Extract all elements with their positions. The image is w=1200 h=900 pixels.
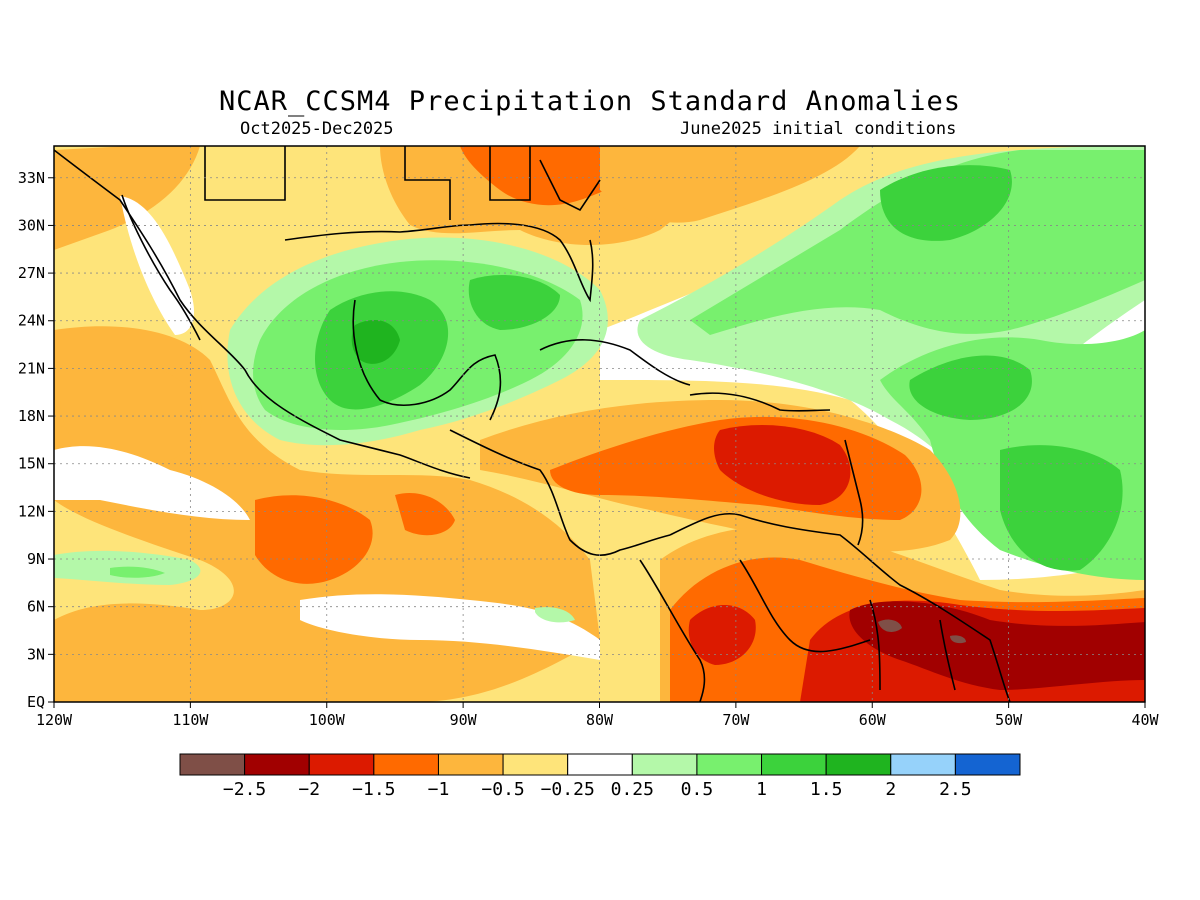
chart-period: Oct2025-Dec2025 xyxy=(240,119,394,139)
colorbar-swatch xyxy=(502,753,569,776)
colorbar-swatch xyxy=(373,753,439,776)
lat-tick-label: 27N xyxy=(18,264,45,282)
hispaniola xyxy=(689,392,831,412)
colorbar-swatch xyxy=(761,753,827,776)
colorbar: −2.5 −2 −1.5 −1 −0.5 −0.25 0.25 0.5 1 1.5 2 2.5 xyxy=(179,753,1021,800)
venezuela-border xyxy=(739,559,871,653)
colorbar-label: −1.5 xyxy=(352,779,395,800)
lat-tick-label: 21N xyxy=(18,359,45,377)
colorbar-swatch xyxy=(308,753,375,776)
lat-tick-label: EQ xyxy=(27,693,45,711)
colorbar-label: 0.25 xyxy=(611,779,654,800)
colorbar-label: −2 xyxy=(298,779,320,800)
lat-tick-label: 6N xyxy=(27,598,45,616)
colorbar-label: 1.5 xyxy=(810,779,843,800)
lon-tick-label: 80W xyxy=(586,711,614,729)
colorbar-swatch xyxy=(890,753,956,776)
lon-tick-label: 120W xyxy=(36,711,73,729)
lon-tick-label: 60W xyxy=(859,711,887,729)
colombia-border xyxy=(639,559,706,702)
lat-tick-label: 12N xyxy=(18,502,45,520)
lon-tick-label: 100W xyxy=(309,711,346,729)
lat-axis: 33N 30N 27N 24N 21N 18N 15N 12N 9N 6N 3N EQ xyxy=(18,169,54,711)
gulf-wet-east xyxy=(468,275,560,330)
grid xyxy=(54,146,1145,702)
pacific-neutral-coast xyxy=(120,196,195,335)
colorbar-label: 2 xyxy=(885,779,896,800)
chart-title: NCAR_CCSM4 Precipitation Standard Anomal… xyxy=(219,86,961,117)
gulf-wet-peak xyxy=(351,320,400,364)
panama-wet xyxy=(535,607,575,623)
lat-tick-label: 15N xyxy=(18,455,45,473)
mexico-pacific-coast xyxy=(54,149,471,479)
colorbar-label: 2.5 xyxy=(939,779,972,800)
atlantic-wet-mid xyxy=(690,150,1145,335)
colorbar-swatch xyxy=(825,753,892,776)
lon-tick-label: 110W xyxy=(172,711,209,729)
colorbar-label: −0.25 xyxy=(541,779,595,800)
guiana-extreme-2 xyxy=(950,635,966,644)
colorbar-label: −1 xyxy=(428,779,450,800)
guiana-extreme xyxy=(878,619,902,632)
lon-tick-label: 70W xyxy=(722,711,750,729)
pacific-dry-core xyxy=(255,495,373,584)
caribbean-dry-core xyxy=(714,425,851,505)
neutral-band-pacific xyxy=(54,446,250,520)
central-atlantic-wet-core xyxy=(909,355,1032,420)
colorbar-swatch xyxy=(696,753,763,776)
lat-tick-label: 9N xyxy=(27,550,45,568)
yucatan xyxy=(352,299,502,421)
cuba xyxy=(539,339,691,386)
colorbar-swatch xyxy=(567,753,633,776)
central-america-coast xyxy=(449,429,671,556)
colorbar-swatch xyxy=(437,753,504,776)
colorbar-swatch xyxy=(244,753,310,776)
pacific-mid-band xyxy=(60,360,202,470)
lat-tick-label: 33N xyxy=(18,169,45,187)
far-east-atlantic-dry xyxy=(600,146,860,223)
lat-tick-label: 18N xyxy=(18,407,45,425)
south-america-dry-west xyxy=(688,605,756,665)
chart-init-conditions: June2025 initial conditions xyxy=(680,119,957,139)
neutral-band-equator xyxy=(300,594,600,660)
baja-california xyxy=(121,194,201,341)
coastlines xyxy=(54,146,1011,702)
us-states xyxy=(204,146,601,220)
atlantic-wet-core xyxy=(880,165,1012,241)
colorbar-label: −0.5 xyxy=(481,779,524,800)
east-pacific-wet-core xyxy=(110,566,165,578)
lesser-antilles xyxy=(844,439,864,546)
lat-tick-label: 24N xyxy=(18,312,45,330)
lat-tick-label: 3N xyxy=(27,645,45,663)
colorbar-label: 0.5 xyxy=(681,779,714,800)
lon-tick-label: 90W xyxy=(450,711,478,729)
lon-axis: 120W 110W 100W 90W 80W 70W 60W 50W 40W xyxy=(36,702,1160,729)
central-atlantic-wet-core-2 xyxy=(1000,445,1123,571)
pacific-dry-core-2 xyxy=(395,492,455,536)
guiana-dry-peak xyxy=(849,601,1145,690)
south-america-north-coast xyxy=(669,512,1011,702)
colorbar-swatch xyxy=(631,753,698,776)
colorbar-swatch xyxy=(179,753,246,776)
lon-tick-label: 50W xyxy=(995,711,1023,729)
gulf-coast xyxy=(284,222,594,303)
guiana-borders xyxy=(869,599,956,691)
lon-tick-label: 40W xyxy=(1131,711,1159,729)
colorbar-swatch xyxy=(954,753,1021,776)
lat-tick-label: 30N xyxy=(18,216,45,234)
colorbar-label: −2.5 xyxy=(223,779,266,800)
colorbar-label: 1 xyxy=(756,779,767,800)
